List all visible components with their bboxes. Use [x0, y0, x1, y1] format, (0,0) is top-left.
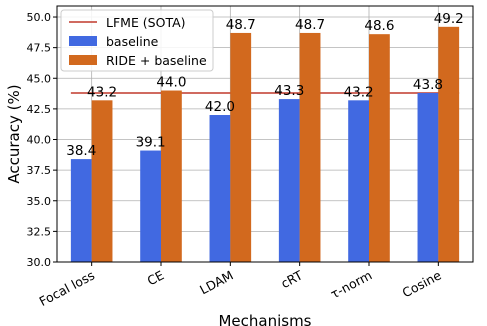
- legend-label-baseline: baseline: [106, 34, 159, 49]
- y-tick-label: 32.5: [27, 225, 52, 238]
- bar-ride-baseline-ce: [161, 90, 182, 262]
- x-tick-label-ce: CE: [145, 267, 167, 288]
- bar-ride-baseline-focal-loss: [91, 100, 113, 262]
- data-label-ride-baseline-ce: 44.0: [156, 75, 186, 91]
- bar-ride-baseline-ldam: [230, 32, 252, 262]
- legend-swatch-ride-baseline: [69, 55, 97, 65]
- y-tick-label: 40.0: [27, 134, 52, 147]
- y-tick-label: 45.0: [27, 72, 52, 85]
- legend: LFME (SOTA) baseline RIDE + baseline: [60, 9, 214, 72]
- y-tick-label: 42.5: [27, 103, 52, 116]
- data-label-baseline-ce: 39.1: [136, 135, 166, 151]
- data-label-baseline-focal-loss: 38.4: [66, 143, 96, 159]
- y-tick-label: 35.0: [27, 195, 52, 208]
- data-label-baseline-cosine: 43.8: [413, 77, 443, 93]
- bar-baseline-crt: [278, 99, 300, 262]
- y-axis-ticks: 30.0 32.5 35.0 37.5 40.0 42.5 45.0 47.5 50.0: [27, 11, 57, 269]
- data-label-ride-baseline-focal-loss: 43.2: [87, 84, 117, 100]
- bar-baseline-norm: [348, 100, 369, 262]
- data-label-ride-baseline-ldam: 48.7: [226, 17, 256, 33]
- y-axis-title: Accuracy (%): [5, 84, 23, 183]
- bar-ride-baseline-crt: [299, 32, 321, 262]
- bars: [70, 26, 460, 263]
- bar-baseline-ldam: [209, 115, 231, 263]
- x-tick-label-ldam: LDAM: [197, 267, 236, 297]
- data-label-ride-baseline-norm: 48.6: [364, 18, 394, 34]
- x-tick-label-norm: τ-norm: [328, 267, 375, 301]
- data-labels: 38.4 39.1 42.0 43.3 43.2 43.8 43.2 44.0 48.7 48.7…: [66, 11, 464, 159]
- legend-label-ride-baseline: RIDE + baseline: [106, 53, 207, 68]
- plot-frame: [56, 5, 474, 263]
- bar-baseline-ce: [140, 150, 161, 262]
- data-label-baseline-norm: 43.2: [344, 84, 374, 100]
- data-label-baseline-ldam: 42.0: [205, 99, 235, 115]
- y-tick-label: 47.5: [27, 42, 52, 55]
- x-tick-label-cosine: Cosine: [400, 267, 444, 300]
- data-label-ride-baseline-crt: 48.7: [295, 17, 325, 33]
- x-axis-ticks: Focal loss CE LDAM cRT τ-norm Cosine: [37, 262, 444, 309]
- x-tick-label-focal-loss: Focal loss: [37, 267, 97, 309]
- legend-swatch-baseline: [69, 36, 97, 46]
- y-tick-label: 50.0: [27, 11, 52, 24]
- legend-box: [60, 9, 214, 72]
- bar-ride-baseline-cosine: [438, 26, 460, 262]
- y-tick-label: 30.0: [27, 256, 52, 269]
- x-tick-label-crt: cRT: [278, 267, 305, 291]
- data-label-ride-baseline-cosine: 49.2: [434, 11, 464, 27]
- bar-baseline-cosine: [417, 92, 439, 262]
- x-axis-title: Mechanisms: [218, 312, 311, 326]
- bar-baseline-focal-loss: [70, 159, 92, 262]
- data-label-baseline-crt: 43.3: [274, 83, 304, 99]
- legend-label-reference: LFME (SOTA): [106, 15, 186, 30]
- y-tick-label: 37.5: [27, 164, 52, 177]
- bar-ride-baseline-norm: [369, 34, 390, 263]
